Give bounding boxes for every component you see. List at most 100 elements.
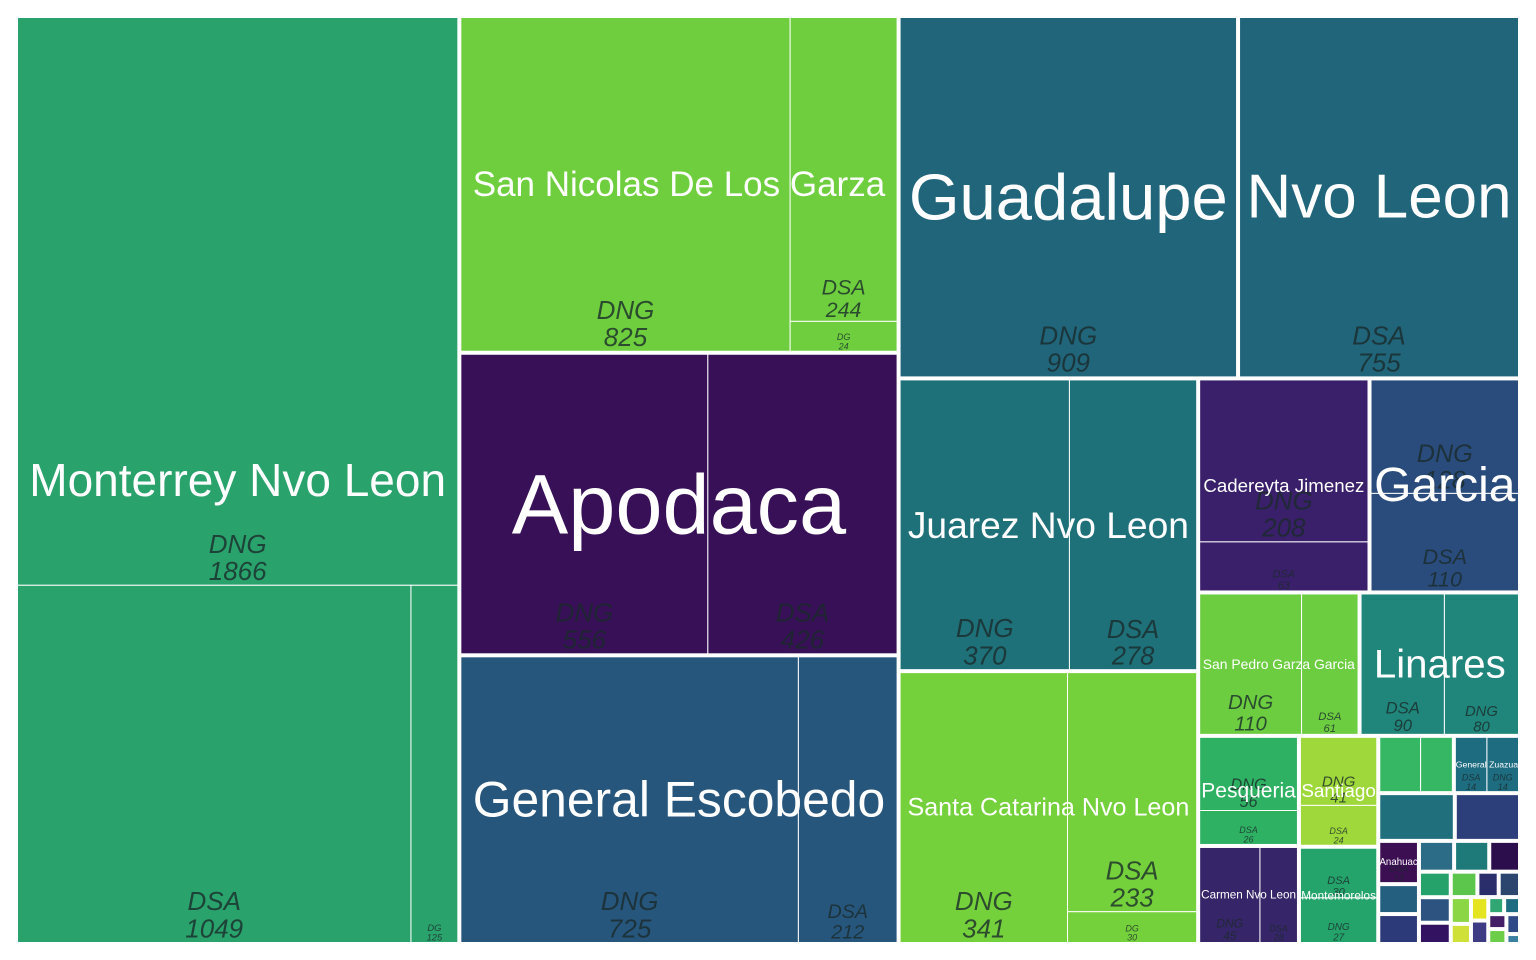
tile-garcia-dng (1370, 379, 1519, 494)
group-label-garcia: Garcia (1374, 459, 1516, 512)
tile-cadereyta-jimenez-dng-value: 208 (1261, 513, 1306, 543)
tile-montemorelos-dng-value: 27 (1332, 933, 1345, 944)
tile-cadereyta-jimenez-dng (1199, 379, 1369, 543)
tile-monterrey-nvo-leon-dsa-label: DSA (187, 886, 240, 916)
tile-san-nicolas-de-los-garza-dsa (789, 17, 898, 322)
group-group-23 (1419, 841, 1454, 871)
tile-santa-catarina-nvo-leon-dng-value: 341 (962, 913, 1005, 943)
tile-pesqueria-dsa-label: DSA (1239, 825, 1258, 835)
tile-cadereyta-jimenez-dsa (1199, 541, 1369, 592)
group-group-37 (1505, 898, 1519, 914)
tile-san-nicolas-de-los-garza-dg-value: 24 (838, 341, 849, 351)
tile-group-41-0 (1507, 935, 1520, 943)
tile-garcia-dsa-label: DSA (1422, 544, 1467, 569)
tile-general-escobedo-dng-label: DNG (601, 886, 659, 916)
tile-carmen-nvo-leon-dsa-value: 28 (1273, 933, 1284, 943)
tile-san-nicolas-de-los-garza-dg-label: DG (837, 332, 851, 342)
tile-general-zuazua-dsa-value: 14 (1466, 782, 1476, 792)
tile-general-escobedo-dng (460, 656, 799, 944)
tile-apodaca-dng-label: DNG (555, 597, 613, 627)
tile-santa-catarina-nvo-leon-dg (1067, 911, 1198, 943)
group-group-19 (1455, 794, 1520, 840)
tile-montemorelos-dng-label: DNG (1328, 922, 1350, 933)
tile-general-escobedo-dsa-value: 212 (830, 922, 864, 944)
group-group-34 (1471, 898, 1488, 920)
tile-santiago-dng-label: DNG (1322, 773, 1356, 790)
group-group-39 (1489, 930, 1506, 944)
group-label-nvo-leon: Nvo Leon (1247, 163, 1512, 232)
group-label-guadalupe: Guadalupe (909, 161, 1228, 234)
tile-pesqueria-dsa (1199, 809, 1298, 845)
tile-juarez-nvo-leon-dng-label: DNG (956, 613, 1014, 643)
tile-montemorelos-dsa-value: 30 (1332, 887, 1345, 899)
group-label-apodaca: Apodaca (512, 457, 847, 552)
tile-carmen-nvo-leon-dng-label: DNG (1216, 916, 1243, 930)
tile-general-zuazua-dsa-label: DSA (1462, 772, 1481, 782)
tile-group-22-0 (1379, 915, 1418, 943)
group-label-san-nicolas-de-los-garza: San Nicolas De Los Garza (473, 165, 886, 204)
tile-guadalupe-dng (899, 17, 1238, 378)
tile-group-27-0 (1419, 898, 1450, 922)
tile-apodaca-dsa (707, 353, 898, 655)
tile-santiago-dsa (1299, 804, 1378, 846)
tile-anahuac-dsa (1379, 841, 1418, 884)
group-group-40 (1507, 915, 1520, 934)
group-group-26 (1419, 872, 1450, 897)
group-group-41 (1507, 935, 1520, 943)
tile-monterrey-nvo-leon-dsa-value: 1049 (185, 913, 243, 943)
tile-group-16-1 (1420, 736, 1453, 793)
tile-san-nicolas-de-los-garza-dg (789, 320, 898, 352)
group-group-18 (1379, 794, 1454, 840)
tile-group-25-0 (1490, 841, 1520, 871)
group-group-22 (1379, 915, 1418, 943)
tile-garcia-dsa-value: 110 (1427, 567, 1462, 592)
group-group-24 (1455, 841, 1489, 871)
tile-group-34-0 (1471, 898, 1488, 920)
tile-carmen-nvo-leon-dng-value: 45 (1223, 929, 1237, 943)
group-label-santa-catarina-nvo-leon: Santa Catarina Nvo Leon (907, 794, 1189, 822)
tile-garcia-dng-value: 128 (1424, 466, 1466, 494)
tile-san-nicolas-de-los-garza-dsa-value: 244 (825, 298, 862, 322)
tile-juarez-nvo-leon-dng-value: 370 (963, 640, 1007, 670)
tile-group-37-0 (1505, 898, 1519, 914)
tile-santa-catarina-nvo-leon-dng-label: DNG (955, 886, 1013, 916)
group-label-pesqueria: Pesqueria (1201, 779, 1296, 802)
tile-apodaca-dsa-value: 426 (781, 625, 825, 655)
group-group-30 (1478, 872, 1498, 897)
tile-group-24-0 (1455, 841, 1489, 871)
tile-santa-catarina-nvo-leon-dsa-value: 233 (1110, 885, 1155, 913)
group-group-38 (1489, 915, 1506, 929)
tile-anahuac-dsa-value: 13 (1394, 873, 1404, 883)
tile-linares-dng-value: 80 (1473, 719, 1490, 735)
tile-group-33-0 (1451, 924, 1470, 943)
tile-san-nicolas-de-los-garza-dng-label: DNG (597, 295, 655, 325)
tile-group-19-0 (1455, 794, 1520, 840)
tile-juarez-nvo-leon-dsa-value: 278 (1111, 643, 1154, 671)
tile-group-16-0 (1379, 736, 1422, 793)
group-label-linares: Linares (1374, 642, 1506, 687)
tile-pesqueria-dsa-value: 26 (1243, 835, 1254, 845)
tile-linares-dng-label: DNG (1465, 704, 1498, 720)
tile-group-38-0 (1489, 915, 1506, 929)
tile-santa-catarina-nvo-leon-dsa-label: DSA (1106, 857, 1159, 885)
tile-general-escobedo-dsa-label: DSA (827, 901, 868, 923)
group-group-25 (1490, 841, 1520, 871)
tile-general-zuazua-dng-value: 14 (1498, 782, 1508, 792)
group-group-16 (1379, 736, 1453, 793)
tile-group-35-0 (1471, 921, 1488, 943)
tile-cadereyta-jimenez-dsa-label: DSA (1273, 568, 1295, 580)
tile-monterrey-nvo-leon-dng-value: 1866 (209, 556, 267, 586)
tile-carmen-nvo-leon-dng (1199, 846, 1261, 944)
group-group-33 (1451, 924, 1470, 943)
tile-group-36-0 (1489, 898, 1504, 914)
